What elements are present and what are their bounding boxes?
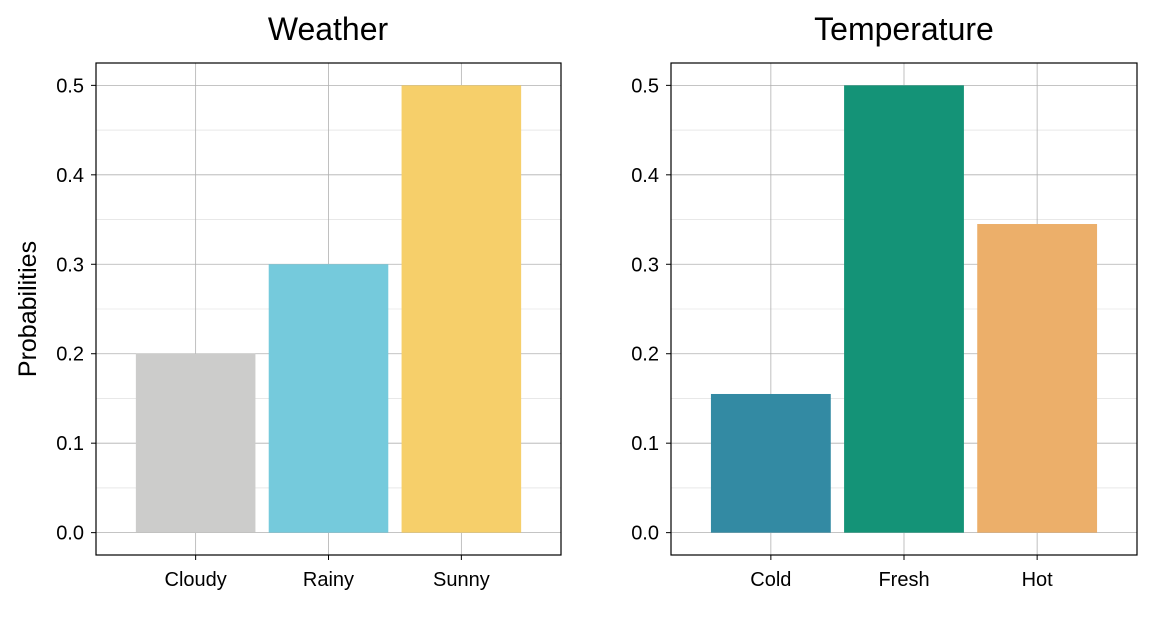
weather-bars: [135, 85, 522, 533]
temperature-y-tick-label: 0.5: [631, 75, 659, 97]
weather-y-tick-label: 0.5: [56, 75, 84, 97]
weather-y-tick-label: 0.1: [56, 433, 84, 455]
temperature-bars: [710, 85, 1098, 533]
temperature-bar-hot: [977, 224, 1098, 533]
temperature-y-tick-label: 0.2: [631, 344, 659, 366]
weather-x-tick-label: Sunny: [433, 569, 490, 591]
temperature-title: Temperature: [814, 11, 994, 47]
weather-x-tick-label: Rainy: [303, 569, 354, 591]
weather-y-tick-label: 0.0: [56, 523, 84, 545]
temperature-y-tick-label: 0.4: [631, 165, 659, 187]
temperature-x-tick-label: Cold: [750, 569, 791, 591]
temperature-y-tick-label: 0.3: [631, 254, 659, 276]
temperature-y-tick-label: 0.0: [631, 523, 659, 545]
weather-title: Weather: [268, 11, 389, 47]
temperature-bar-fresh: [844, 85, 964, 533]
weather-y-ticks: 0.0 0.1 0.2 0.3 0.4 0.5: [56, 75, 96, 545]
weather-plot-border: [95, 62, 562, 556]
temperature-y-tick-label: 0.1: [631, 433, 659, 455]
weather-x-ticks: Cloudy Rainy Sunny: [165, 555, 490, 591]
weather-y-tick-label: 0.2: [56, 344, 84, 366]
temperature-x-tick-label: Fresh: [878, 569, 929, 591]
temperature-bar-cold: [710, 393, 831, 533]
weather-x-tick-label: Cloudy: [165, 569, 227, 591]
weather-bar-sunny: [401, 85, 522, 533]
temperature-panel: Temperature 0.0 0.1 0.2 0.3 0.4 0.5 Cold Fresh…: [631, 11, 1138, 591]
temperature-x-ticks: Cold Fresh Hot: [750, 555, 1053, 591]
weather-panel: Weather Probabilities 0.0 0.1 0.2 0.3 0.4 0.5…: [14, 11, 562, 591]
weather-y-tick-label: 0.3: [56, 254, 84, 276]
weather-y-tick-label: 0.4: [56, 165, 84, 187]
temperature-plot-border: [670, 62, 1138, 556]
weather-bar-cloudy: [135, 353, 256, 533]
temperature-x-tick-label: Hot: [1022, 569, 1054, 591]
weather-y-axis-label: Probabilities: [14, 241, 42, 377]
weather-bar-rainy: [268, 264, 389, 533]
temperature-y-ticks: 0.0 0.1 0.2 0.3 0.4 0.5: [631, 75, 671, 545]
